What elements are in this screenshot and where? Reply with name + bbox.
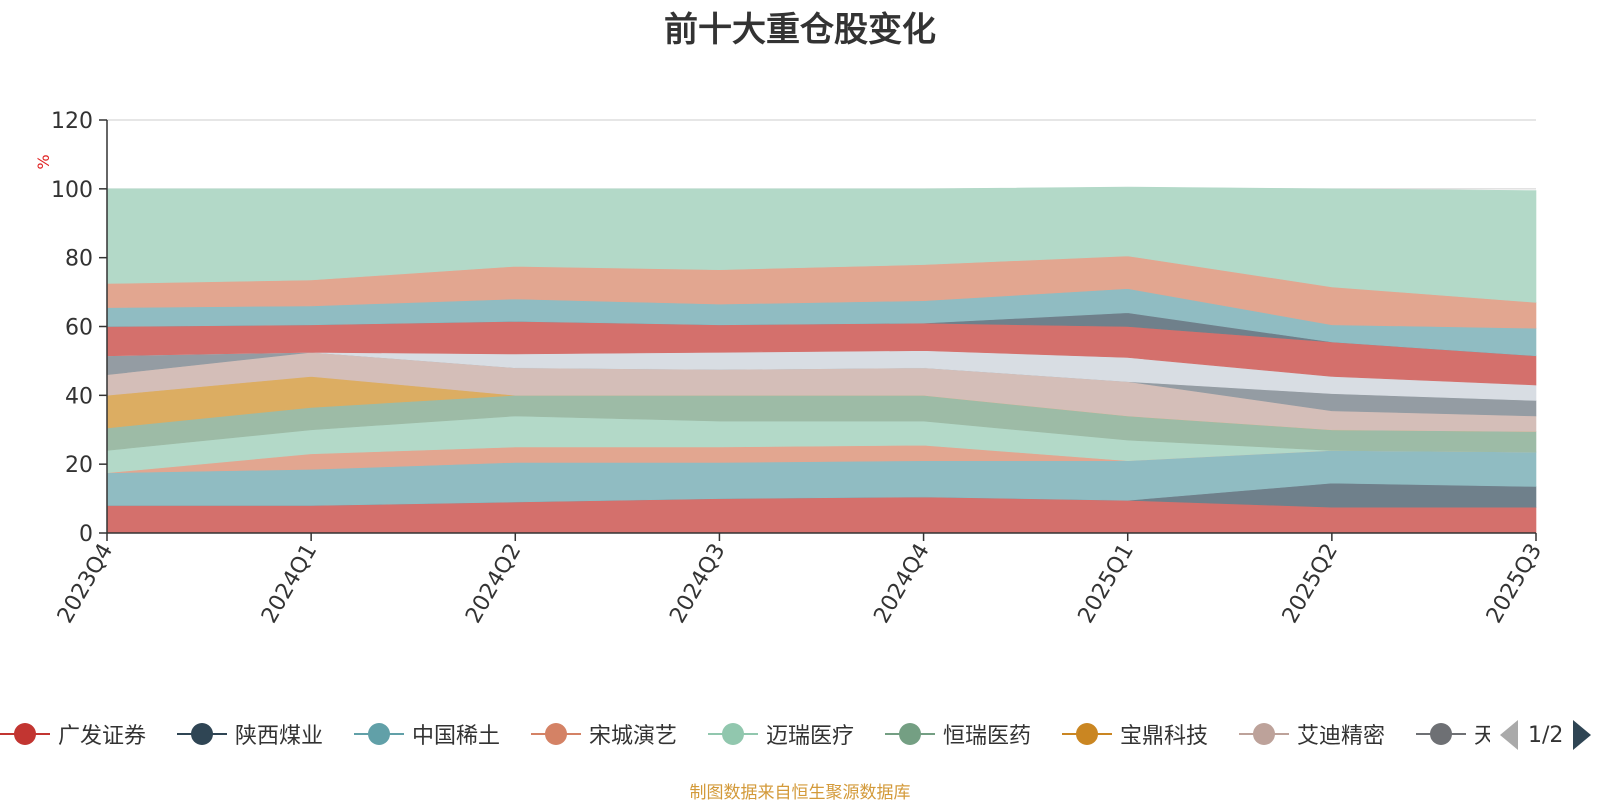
x-tick-label: 2025Q1 bbox=[1074, 540, 1139, 628]
legend-label: 天 bbox=[1474, 724, 1490, 749]
legend-item[interactable]: 迈瑞医疗 bbox=[708, 714, 854, 754]
legend-item[interactable]: 中国稀土 bbox=[354, 714, 500, 754]
x-tick-label: 2024Q4 bbox=[869, 540, 934, 628]
legend-label: 中国稀土 bbox=[412, 724, 501, 749]
y-tick-label: 100 bbox=[51, 178, 93, 203]
y-tick-label: 60 bbox=[65, 316, 93, 341]
legend-marker-icon bbox=[354, 720, 404, 748]
legend-label: 恒瑞医药 bbox=[943, 724, 1032, 749]
chart-plot: 0 20 40 60 80 100 120 2023Q4 2024Q1 2024Q2 2024Q3 2… bbox=[34, 109, 1547, 628]
legend-next-page-icon[interactable] bbox=[1573, 720, 1592, 750]
data-source-note: 制图数据来自恒生聚源数据库 bbox=[689, 783, 911, 803]
y-tick-label: 80 bbox=[65, 247, 93, 272]
legend-label: 宝鼎科技 bbox=[1120, 724, 1209, 749]
legend-item[interactable]: 宝鼎科技 bbox=[1062, 714, 1208, 754]
legend-item[interactable]: 陕西煤业 bbox=[177, 714, 323, 754]
legend-label: 陕西煤业 bbox=[235, 724, 324, 749]
legend: 广发证券 陕西煤业 中国稀土 宋城演艺 迈瑞医疗 恒瑞医药 宝鼎科技 艾迪精密 天 bbox=[0, 714, 1490, 754]
legend-label: 广发证券 bbox=[58, 724, 147, 749]
legend-prev-page-icon[interactable] bbox=[1500, 720, 1518, 750]
legend-marker-icon bbox=[177, 720, 227, 748]
x-tick-label: 2024Q3 bbox=[665, 540, 730, 628]
legend-item[interactable]: 宋城演艺 bbox=[531, 714, 677, 754]
legend-marker-icon bbox=[531, 720, 581, 748]
y-tick-label: 40 bbox=[65, 384, 93, 409]
legend-marker-icon bbox=[1239, 720, 1289, 748]
x-tick-label: 2024Q2 bbox=[461, 540, 526, 628]
legend-item[interactable]: 艾迪精密 bbox=[1239, 714, 1385, 754]
legend-marker-icon bbox=[1416, 720, 1466, 748]
x-tick-label: 2025Q2 bbox=[1278, 540, 1343, 628]
legend-marker-icon bbox=[1062, 720, 1112, 748]
y-tick-label: 0 bbox=[79, 522, 93, 547]
y-axis-unit-label: % bbox=[34, 154, 53, 169]
y-tick-label: 20 bbox=[65, 453, 93, 478]
x-tick-label: 2025Q3 bbox=[1482, 540, 1547, 628]
legend-item[interactable]: 广发证券 bbox=[0, 714, 146, 754]
legend-label: 艾迪精密 bbox=[1297, 724, 1386, 749]
y-tick-label: 120 bbox=[51, 109, 93, 134]
stacked-areas bbox=[106, 186, 1537, 534]
x-tick-label: 2023Q4 bbox=[53, 540, 118, 628]
area-band-14 bbox=[106, 186, 1537, 303]
legend-label: 迈瑞医疗 bbox=[766, 724, 855, 749]
legend-item[interactable]: 恒瑞医药 bbox=[885, 714, 1031, 754]
legend-page-indicator: 1/2 bbox=[1528, 722, 1564, 748]
legend-marker-icon bbox=[885, 720, 935, 748]
x-tick-label: 2024Q1 bbox=[257, 540, 322, 628]
legend-marker-icon bbox=[708, 720, 758, 748]
chart-title: 前十大重仓股变化 bbox=[664, 10, 936, 50]
legend-label: 宋城演艺 bbox=[589, 724, 678, 749]
legend-marker-icon bbox=[0, 720, 50, 748]
legend-pager: 1/2 bbox=[1500, 720, 1592, 750]
legend-item[interactable]: 天 bbox=[1416, 714, 1490, 754]
